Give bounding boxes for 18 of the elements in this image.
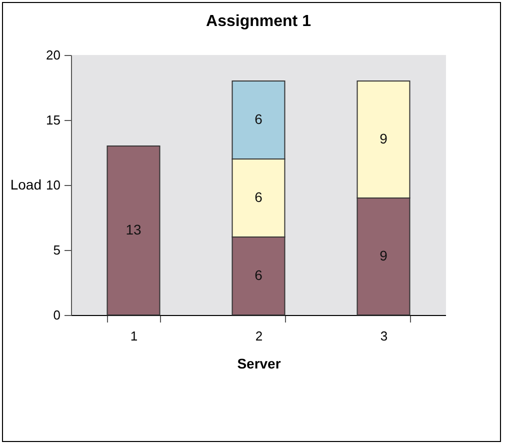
data-label: 6 xyxy=(254,189,263,205)
chart-title: Assignment 1 xyxy=(206,13,312,30)
y-tick-label: 0 xyxy=(53,308,60,322)
x-axis-title: Server xyxy=(237,356,282,372)
y-tick-label: 10 xyxy=(46,178,60,192)
data-label: 13 xyxy=(126,222,142,238)
data-label: 6 xyxy=(254,267,263,283)
x-tick-label: 3 xyxy=(380,328,388,344)
x-tick-label: 1 xyxy=(130,328,138,344)
x-tick-label: 2 xyxy=(255,328,263,344)
y-tick-label: 20 xyxy=(46,48,60,62)
data-label: 9 xyxy=(380,130,388,146)
data-label: 6 xyxy=(254,111,263,127)
data-label: 9 xyxy=(380,248,388,264)
y-axis-title: Load xyxy=(10,176,42,192)
bar xyxy=(106,146,160,316)
y-tick-label: 5 xyxy=(53,242,60,258)
y-tick-label: 15 xyxy=(46,112,60,128)
